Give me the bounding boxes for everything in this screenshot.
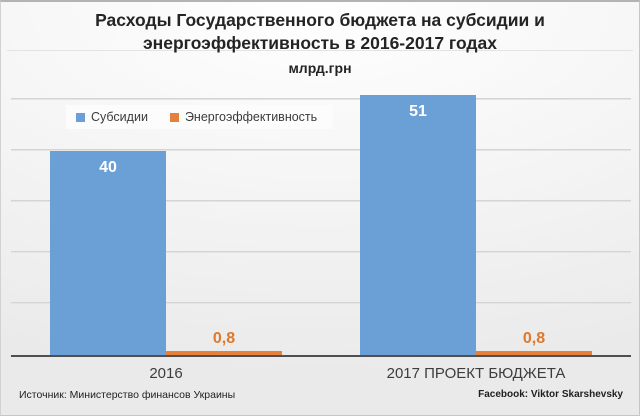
chart-title: Расходы Государственного бюджета на субс…: [95, 10, 545, 53]
bar-series0-cat1: 51: [360, 95, 476, 355]
bar-value-label-series1-cat1: 0,8: [522, 330, 546, 347]
bar-value-label-series0-cat0: 40: [99, 159, 117, 176]
bar-value-label-series0-cat1: 51: [409, 103, 427, 120]
legend-label-series1: Энергоэффективность: [184, 110, 318, 124]
source-note: Источник: Министерство финансов Украины: [19, 389, 236, 401]
legend-label-series0: Субсидии: [91, 110, 148, 124]
author-credit: Facebook: Viktor Skarshevsky: [478, 389, 623, 400]
gridline-20: [11, 251, 631, 253]
chart-legend: Субсидии Энергоэффективность: [66, 105, 334, 129]
bar-series0-cat0: 40: [50, 151, 166, 355]
legend-swatch-series0: [76, 112, 85, 122]
legend-swatch-series1: [169, 112, 179, 122]
gridline-50: [11, 98, 631, 100]
title-divider-line: [7, 50, 633, 51]
plot-area: Субсидии Энергоэффективность 40 0,8 51 0,8: [11, 87, 631, 357]
gridline-10: [11, 302, 631, 304]
gridline-30: [11, 200, 631, 202]
category-label-cat0: 2016: [149, 365, 183, 382]
bar-series1-cat0: 0,8: [166, 330, 282, 355]
bar-group-cat1: 51 0,8: [321, 87, 631, 355]
category-label-cat1: 2017 ПРОЕКТ БЮДЖЕТА: [386, 365, 566, 382]
gridline-40: [11, 149, 631, 151]
x-axis-category-labels: 2016 2017 ПРОЕКТ БЮДЖЕТА: [11, 365, 631, 382]
legend-item-series1: Энергоэффективность: [169, 110, 318, 124]
bar-series1-cat1: 0,8: [476, 330, 592, 355]
chart-unit-label: млрд.грн: [288, 60, 352, 76]
bar-value-label-series1-cat0: 0,8: [212, 330, 236, 347]
bar-group-cat0: 40 0,8: [11, 87, 321, 355]
legend-item-series0: Субсидии: [76, 110, 148, 124]
